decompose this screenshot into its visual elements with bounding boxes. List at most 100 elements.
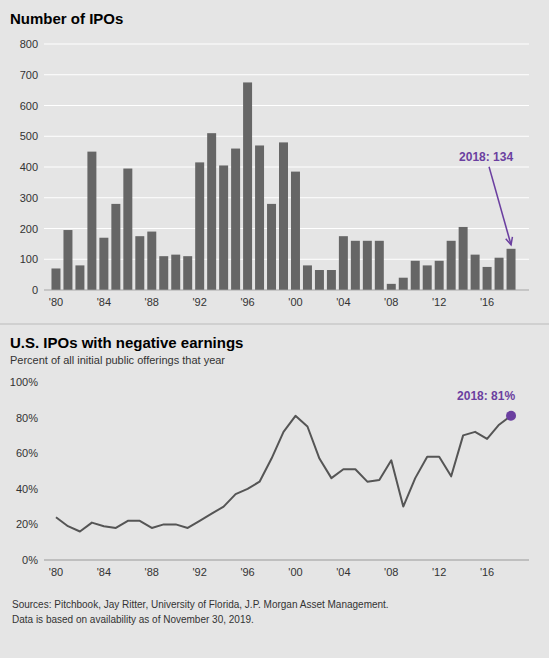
bar [75,265,84,290]
x-tick-label: '84 [97,296,111,308]
bar [63,230,72,290]
highlight-dot [506,411,516,421]
y-tick-label: 100% [10,376,38,388]
bar [243,82,252,290]
y-tick-label: 700 [20,69,38,81]
source-line: Data is based on availability as of Nove… [12,614,254,625]
bar [51,268,60,290]
x-tick-label: '16 [480,566,494,578]
bar [279,142,288,290]
x-tick-label: '12 [432,296,446,308]
x-tick-label: '08 [384,296,398,308]
x-tick-label: '00 [288,566,302,578]
bar [303,265,312,290]
chart-subtitle: Percent of all initial public offerings … [10,354,225,366]
x-tick-label: '84 [97,566,111,578]
bar [507,249,516,290]
line [56,416,511,532]
bar [423,265,432,290]
annotation: 2018: 134 [459,150,513,164]
y-tick-label: 0% [22,554,38,566]
y-tick-label: 400 [20,161,38,173]
grid-line [44,290,529,291]
bar [219,165,228,290]
separator [0,324,549,325]
y-tick-label: 300 [20,192,38,204]
bar [447,241,456,290]
chart-title: Number of IPOs [10,10,123,27]
bar [195,162,204,290]
bar [159,256,168,290]
y-tick-label: 100 [20,253,38,265]
bar [327,270,336,290]
bar [459,227,468,290]
annotation: 2018: 81% [457,389,515,403]
x-tick-label: '04 [336,296,350,308]
y-tick-label: 20% [16,518,38,530]
y-tick-label: 500 [20,130,38,142]
arrow-shaft [489,167,511,245]
chart-title: U.S. IPOs with negative earnings [10,334,243,351]
bar [339,236,348,290]
y-tick-label: 0 [32,284,38,296]
chart-panel: Number of IPOs 0 100 200 300 400 500 600 700 800 '… [10,10,529,308]
bar [171,255,180,290]
source-line: Sources: Pitchbook, Jay Ritter, Universi… [12,599,389,610]
bar [495,258,504,290]
y-tick-label: 200 [20,223,38,235]
y-tick-label: 40% [16,483,38,495]
x-tick-label: '04 [336,566,350,578]
x-axis-line [44,560,529,561]
source-note: Sources: Pitchbook, Jay Ritter, Universi… [12,599,389,625]
x-tick-label: '00 [288,296,302,308]
bar [135,236,144,290]
bar [435,261,444,290]
x-tick-label: '16 [480,296,494,308]
x-tick-label: '92 [193,296,207,308]
x-tick-label: '88 [145,296,159,308]
bar [87,152,96,290]
grid-line [44,136,529,137]
bar [147,232,156,290]
marks [51,82,515,290]
x-tick-label: '96 [240,296,254,308]
bar [351,241,360,290]
x-tick-label: '08 [384,566,398,578]
bar [411,261,420,290]
bar [207,133,216,290]
y-tick-label: 80% [16,412,38,424]
x-tick-label: '80 [49,566,63,578]
x-tick-label: '80 [49,296,63,308]
bar [183,256,192,290]
bar [111,204,120,290]
bar [375,241,384,290]
y-tick-label: 600 [20,100,38,112]
y-tick-label: 800 [20,38,38,50]
bar [483,267,492,290]
bar [99,238,108,290]
chart-canvas: Number of IPOs 0 100 200 300 400 500 600 700 800 '… [0,0,549,658]
bar [363,241,372,290]
x-tick-label: '96 [240,566,254,578]
chart-panel: U.S. IPOs with negative earnings Percent … [10,334,529,578]
grid-line [44,105,529,106]
annotation-arrow [489,167,512,245]
bar [315,270,324,290]
x-axis-line [44,290,529,291]
bar [231,149,240,290]
grid-line [44,74,529,75]
x-tick-label: '92 [193,566,207,578]
bar [387,284,396,290]
bar [267,204,276,290]
grid-line [44,44,529,45]
grid [44,44,529,290]
arrow-head [506,237,513,245]
x-tick-label: '12 [432,566,446,578]
x-tick-label: '88 [145,566,159,578]
bar [255,145,264,290]
bar [123,169,132,290]
y-tick-label: 60% [16,447,38,459]
bar [399,278,408,290]
marks [56,411,516,532]
bar [291,172,300,290]
